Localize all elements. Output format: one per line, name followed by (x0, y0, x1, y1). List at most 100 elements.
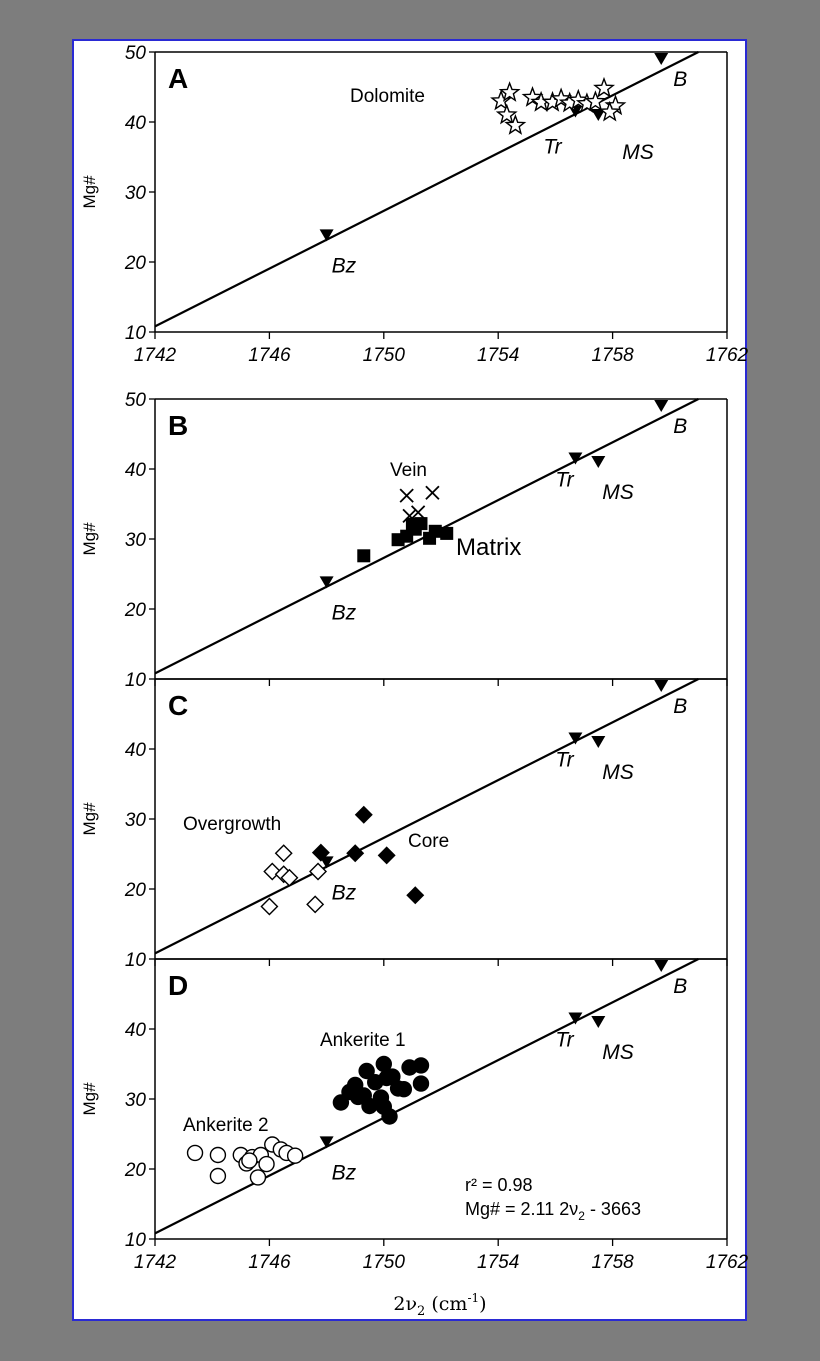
label-matrix: Matrix (456, 534, 521, 561)
series-core (311, 805, 425, 905)
regression-line (154, 51, 699, 328)
x-tick-label: 1746 (248, 345, 291, 366)
equation-suffix: - 3663 (585, 1199, 641, 1219)
reference-marker-bz (319, 229, 334, 242)
panel-letter: B (168, 410, 188, 441)
x-tick-label: 1762 (706, 345, 749, 366)
label-ankerite-1: Ankerite 1 (320, 1030, 406, 1051)
reference-label-b: B (673, 68, 687, 91)
data-point (406, 886, 425, 905)
data-point (377, 846, 396, 865)
data-point-stroke-b (410, 505, 426, 520)
series-matrix (357, 517, 454, 563)
data-point (309, 862, 328, 881)
reference-marker-b (654, 960, 669, 972)
y-axis-label: Mg# (80, 175, 99, 209)
data-point (241, 1152, 258, 1169)
reference-label-ms: MS (602, 481, 634, 504)
data-point (357, 549, 371, 563)
series-dolomite (490, 76, 627, 135)
data-point-stroke-b (425, 485, 440, 500)
reference-label-bz: Bz (332, 254, 357, 277)
reference-marker-ms (591, 736, 606, 748)
regression-equation: Mg# = 2.11 2ν2 - 3663 (465, 1199, 641, 1223)
data-point (274, 844, 293, 863)
x-tick-label: 1750 (363, 1252, 406, 1273)
data-point (346, 844, 365, 863)
panel-letter: A (168, 63, 188, 94)
data-point (412, 1075, 430, 1092)
equation-prefix: Mg# = 2.11 2ν (465, 1199, 578, 1219)
data-point (375, 1055, 392, 1073)
y-tick-label: 10 (125, 1230, 147, 1251)
data-point (286, 1147, 304, 1164)
reference-marker-tr (568, 732, 583, 745)
regression-line (154, 958, 699, 1235)
figure-background (72, 39, 747, 1321)
data-point (258, 1155, 275, 1173)
label-dolomite: Dolomite (350, 86, 425, 107)
reference-label-ms: MS (622, 141, 654, 164)
panel-c: 10 20 30 40 Mg# C B Tr MS Bz Overgrowth Core (80, 678, 728, 971)
series-vein (399, 485, 440, 524)
x-tick-label: 1762 (706, 1252, 749, 1273)
series-overgrowth (260, 844, 328, 916)
r-squared-label: r² = 0.98 (465, 1175, 533, 1195)
data-point (412, 1057, 430, 1074)
data-point (584, 90, 607, 112)
data-point (260, 897, 279, 916)
y-tick-label: 20 (124, 600, 147, 621)
data-point (306, 895, 325, 914)
reference-marker-tr (568, 1012, 583, 1025)
data-point (280, 868, 299, 887)
data-point (358, 1062, 375, 1080)
reference-label-tr: Tr (555, 1029, 574, 1052)
data-point (410, 505, 426, 520)
x-tick-label: 1742 (134, 345, 177, 366)
series-ankerite-2 (186, 1136, 304, 1186)
y-tick-label: 40 (125, 1020, 147, 1041)
label-core: Core (408, 831, 449, 852)
reference-label-bz: Bz (332, 881, 357, 904)
data-point (332, 1094, 350, 1111)
data-point (395, 1080, 413, 1098)
data-point (186, 1144, 204, 1162)
reference-label-b: B (673, 975, 687, 998)
data-point (504, 113, 527, 135)
x-tick-label: 1758 (591, 345, 634, 366)
reference-marker-b (654, 680, 669, 692)
reference-label-bz: Bz (332, 601, 357, 624)
y-tick-label: 30 (125, 1090, 147, 1111)
data-point (354, 805, 373, 824)
reference-label-b: B (673, 415, 687, 438)
data-point (405, 517, 419, 531)
y-axis-label: Mg# (80, 522, 99, 556)
y-tick-label: 20 (124, 253, 147, 274)
y-tick-label: 30 (125, 810, 147, 831)
panels: 10 20 30 40 50 1742 1746 1750 1754 1758 1762 Mg# A B T… (80, 43, 749, 1273)
label-vein: Vein (390, 460, 427, 481)
y-tick-label: 10 (125, 950, 147, 971)
y-tick-label: 40 (125, 113, 147, 134)
panel-d: 10 20 30 40 1742 1746 1750 1754 1758 1762 Mg# D B Tr M… (80, 958, 749, 1273)
data-point (598, 100, 621, 122)
reference-label-tr: Tr (543, 136, 562, 159)
series-ankerite-1 (332, 1055, 430, 1125)
y-tick-label: 10 (125, 670, 147, 691)
reference-marker-bz (319, 576, 334, 589)
label-overgrowth: Overgrowth (183, 814, 281, 835)
data-point (209, 1146, 227, 1164)
y-tick-label: 30 (125, 183, 147, 204)
data-point (209, 1167, 227, 1185)
panel-a: 10 20 30 40 50 1742 1746 1750 1754 1758 1762 Mg# A B T… (80, 43, 749, 366)
reference-marker-b (654, 400, 669, 412)
data-point (249, 1169, 267, 1186)
data-point (425, 485, 440, 500)
y-tick-label: 10 (125, 323, 147, 344)
data-point (550, 87, 573, 109)
data-point-stroke-b (402, 508, 417, 524)
reference-marker-bz (319, 856, 334, 869)
data-point (399, 488, 414, 503)
x-tick-label: 1754 (477, 1252, 519, 1273)
x-tick-label: 1746 (248, 1252, 291, 1273)
